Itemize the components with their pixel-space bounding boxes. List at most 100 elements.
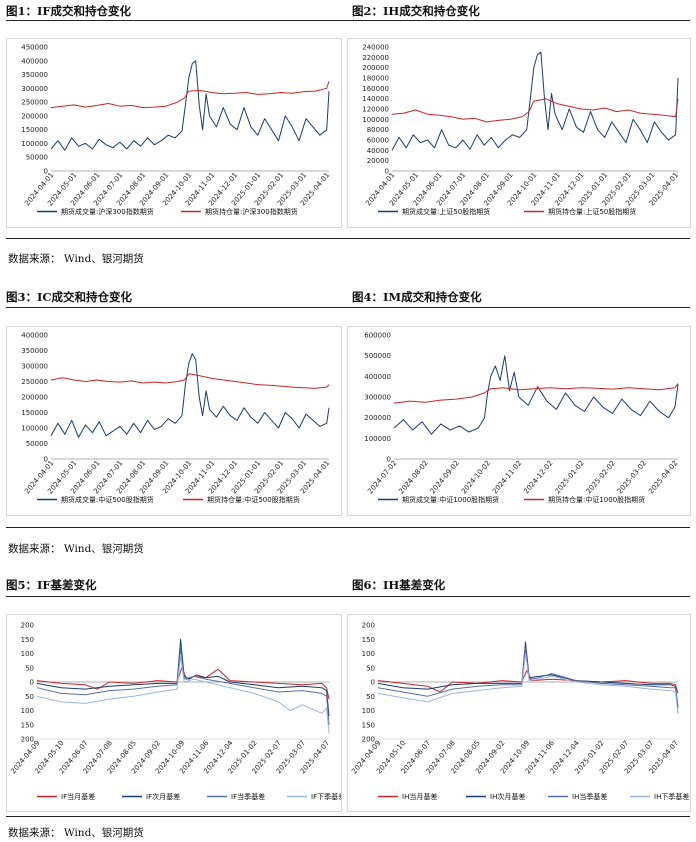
y-tick-label: 240000 <box>362 44 389 52</box>
y-tick-label: 50 <box>25 693 34 701</box>
series-line-1 <box>50 353 330 438</box>
x-tick-label: 2024-11-02 <box>491 459 523 495</box>
y-tick-label: 100 <box>21 650 34 658</box>
y-tick-label: 100 <box>362 650 375 658</box>
legend-label-2: IF次月基差 <box>146 792 180 801</box>
y-tick-label: 200 <box>362 736 375 744</box>
fig2-title: 图2：IH成交和持仓变化 <box>352 4 480 18</box>
series-line-4 <box>36 655 330 734</box>
y-tick-label: 250000 <box>21 99 48 107</box>
y-tick-label: 250000 <box>21 378 48 386</box>
fig2-panel: 0 20000 40000 60000 80000 100000 120000 140000 1… <box>347 38 691 228</box>
fig6-title: 图6：IH基差变化 <box>352 578 446 592</box>
y-tick-label: 100000 <box>364 435 391 443</box>
legend-label-2: 期货持仓量:上证50股指期货 <box>548 207 636 216</box>
legend-label-3: IF当季基差 <box>231 792 265 801</box>
y-tick-label: 100 <box>362 707 375 715</box>
legend-label-2: 期货持仓量:中证1000股指期货 <box>548 495 645 504</box>
legend-label-2: IH次月基差 <box>490 792 525 801</box>
source-note-2: 数据来源： Wind、银河期货 <box>8 543 144 555</box>
series-line-2 <box>393 383 679 404</box>
legend-label-4: IF下季基差 <box>311 792 341 801</box>
y-tick-label: 400000 <box>21 57 48 65</box>
fig5-panel: 200 150 100 50 0 50 100 150 200 2024-04-09 2024-05… <box>6 614 342 812</box>
y-tick-label: 350000 <box>21 347 48 355</box>
x-tick-label: 2025-02-02 <box>585 459 617 495</box>
y-tick-label: 100 <box>21 707 34 715</box>
fig1-title: 图1：IF成交和持仓变化 <box>6 4 132 18</box>
x-tick-label: 2025-01-02 <box>554 459 586 495</box>
y-tick-label: 100000 <box>21 140 48 148</box>
rule-top-2 <box>6 307 690 308</box>
y-tick-label: 120000 <box>362 106 389 114</box>
y-tick-label: 0 <box>44 168 48 176</box>
fig3-chart: 0 50000 100000 150000 200000 250000 300000 3500… <box>21 332 331 505</box>
series-line-3 <box>36 647 330 725</box>
y-tick-label: 300000 <box>21 85 48 93</box>
y-tick-label: 150 <box>362 636 375 644</box>
series-line-2 <box>36 638 330 717</box>
y-tick-label: 100000 <box>362 116 389 124</box>
y-tick-label: 80000 <box>367 126 389 134</box>
rule-bottom-3 <box>6 816 690 817</box>
y-tick-label: 0 <box>387 456 391 464</box>
x-tick-label: 2024-10-02 <box>460 459 492 495</box>
fig1-chart: 0 50000 100000 150000 200000 250000 300000 3500… <box>21 44 331 217</box>
y-tick-label: 200 <box>21 736 34 744</box>
legend-label-1: 期货成交量:中证1000股指期货 <box>402 495 499 504</box>
legend-label-3: IH当季基差 <box>572 792 607 801</box>
fig3-panel: 0 50000 100000 150000 200000 250000 300000 3500… <box>6 326 342 516</box>
rule-top-3 <box>6 596 690 597</box>
legend-label-1: 期货成交量:上证50股指期货 <box>402 207 490 216</box>
rule-bottom-2 <box>6 527 690 528</box>
y-tick-label: 100000 <box>21 425 48 433</box>
x-tick-label: 2024-09-02 <box>429 459 461 495</box>
y-tick-label: 0 <box>385 168 389 176</box>
y-tick-label: 150 <box>21 636 34 644</box>
source-note-1: 数据来源： Wind、银河期货 <box>8 253 144 265</box>
legend-label-1: 期货成交量:沪深300指数期货 <box>61 207 154 216</box>
series-line-3 <box>377 647 679 714</box>
legend-label-1: 期货成交量:中证500股指期货 <box>61 495 154 504</box>
fig6-chart: 200150100500501001502002024-04-092024-05… <box>350 622 689 802</box>
fig4-title: 图4：IM成交和持仓变化 <box>352 290 482 304</box>
series-line-2 <box>391 98 679 123</box>
series-line-1 <box>391 51 679 151</box>
series-line-2 <box>50 81 330 109</box>
fig1-panel: 0 50000 100000 150000 200000 250000 300000 3500… <box>6 38 342 228</box>
y-tick-label: 300000 <box>21 363 48 371</box>
legend-label-4: IH下季基差 <box>654 792 689 801</box>
y-tick-label: 160000 <box>362 85 389 93</box>
rule-bottom-1 <box>6 238 690 239</box>
y-tick-label: 50000 <box>26 440 48 448</box>
x-tick-label: 2025-03-02 <box>616 459 648 495</box>
source-note-3: 数据来源： Wind、银河期货 <box>8 827 144 839</box>
fig2-chart: 0 20000 40000 60000 80000 100000 120000 140000 1… <box>362 44 680 217</box>
y-tick-label: 150 <box>362 721 375 729</box>
series-line-4 <box>377 653 679 714</box>
y-tick-label: 20000 <box>367 157 389 165</box>
series-line-2 <box>377 641 679 708</box>
rule-top-1 <box>6 20 690 21</box>
y-tick-label: 50 <box>366 693 375 701</box>
y-tick-label: 200 <box>362 622 375 630</box>
y-tick-label: 500000 <box>364 352 391 360</box>
x-tick-label: 2024-08-02 <box>397 459 429 495</box>
y-tick-label: 600000 <box>364 332 391 340</box>
y-tick-label: 50000 <box>26 154 48 162</box>
y-tick-label: 40000 <box>367 147 389 155</box>
y-tick-label: 150 <box>21 721 34 729</box>
y-tick-label: 300000 <box>364 394 391 402</box>
fig4-panel: 0 100000 200000 300000 400000 500000 600000 202… <box>347 326 691 516</box>
legend-label-1: IH当月基差 <box>402 792 437 801</box>
y-tick-label: 200 <box>21 622 34 630</box>
legend-label-2: 期货持仓量:中证500股指期货 <box>207 495 300 504</box>
legend-label-2: 期货持仓量:沪深300指数期货 <box>205 207 298 216</box>
series-line-1 <box>393 355 679 435</box>
fig3-title: 图3：IC成交和持仓变化 <box>6 290 133 304</box>
y-tick-label: 0 <box>371 679 375 687</box>
y-tick-label: 150000 <box>21 409 48 417</box>
y-tick-label: 150000 <box>21 126 48 134</box>
y-tick-label: 450000 <box>21 44 48 52</box>
y-tick-label: 200000 <box>362 64 389 72</box>
